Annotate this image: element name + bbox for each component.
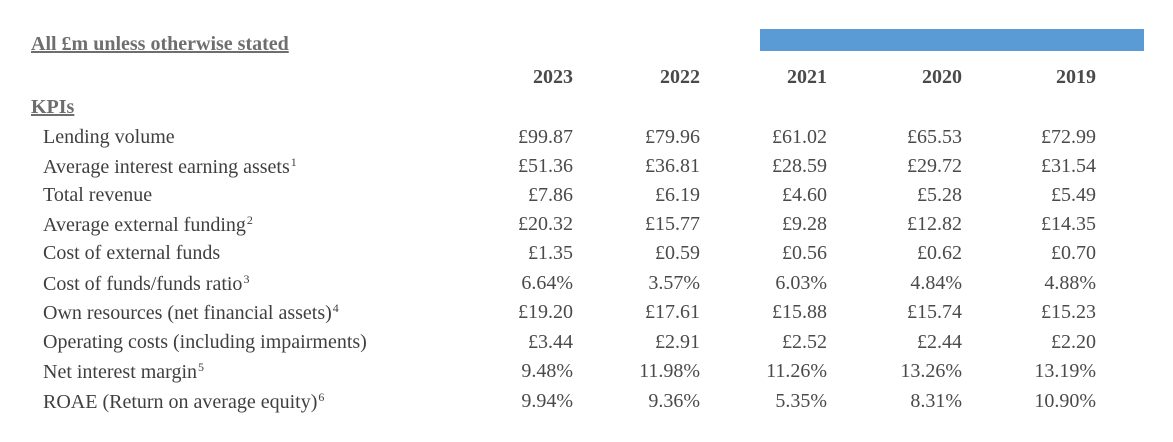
value-cell-2022: £2.91	[655, 331, 700, 353]
table-row: Net interest margin5 9.48% 11.98% 11.26% 13.…	[0, 360, 1173, 389]
value-cell-2021: £9.28	[782, 213, 827, 235]
value-cell-2019: £72.99	[1041, 126, 1096, 148]
table-row: Average external funding2 £20.32 £15.77 £9.…	[0, 213, 1173, 242]
year-header-2021: 2021	[787, 66, 827, 88]
row-label-text: Total revenue	[43, 184, 153, 206]
footnote-marker: 1	[290, 155, 297, 169]
header-accent-bar	[760, 29, 1144, 51]
table-row: ROAE (Return on average equity)6 9.94% 9.3…	[0, 390, 1173, 419]
value-cell-2019: 13.19%	[1034, 360, 1096, 382]
value-cell-2019: £0.70	[1051, 242, 1096, 264]
row-label-text: Cost of funds/funds ratio	[43, 273, 243, 295]
value-cell-2022: 11.98%	[639, 360, 700, 382]
row-label: ROAE (Return on average equity)6	[43, 390, 324, 414]
value-cell-2021: £2.52	[782, 331, 827, 353]
row-label: Total revenue	[43, 184, 152, 207]
value-cell-2022: £17.61	[645, 301, 700, 323]
footnote-marker: 3	[243, 272, 250, 286]
row-label-text: Cost of external funds	[43, 242, 221, 264]
row-label-text: Own resources (net financial assets)	[43, 302, 332, 324]
value-cell-2021: £28.59	[772, 155, 827, 177]
value-cell-2022: £15.77	[645, 213, 700, 235]
row-label-text: Average external funding	[43, 214, 246, 236]
value-cell-2020: £65.53	[907, 126, 962, 148]
row-label: Lending volume	[43, 126, 175, 149]
value-cell-2022: 3.57%	[648, 272, 700, 294]
row-label: Operating costs (including impairments)	[43, 331, 367, 354]
value-cell-2020: 8.31%	[910, 390, 962, 412]
value-cell-2022: £36.81	[645, 155, 700, 177]
row-label: Average external funding2	[43, 213, 253, 237]
value-cell-2020: £2.44	[917, 331, 962, 353]
value-cell-2023: £1.35	[528, 242, 573, 264]
value-cell-2022: £6.19	[655, 184, 700, 206]
row-label: Average interest earning assets1	[43, 155, 297, 179]
year-header-2023: 2023	[533, 66, 573, 88]
row-label: Cost of funds/funds ratio3	[43, 272, 249, 296]
value-cell-2021: 11.26%	[766, 360, 827, 382]
value-cell-2019: £31.54	[1041, 155, 1096, 177]
value-cell-2019: £15.23	[1041, 301, 1096, 323]
year-header-2020: 2020	[922, 66, 962, 88]
value-cell-2020: 13.26%	[900, 360, 962, 382]
row-label-text: Lending volume	[43, 126, 175, 148]
table-row: Cost of external funds £1.35 £0.59 £0.56 £0.…	[0, 242, 1173, 271]
value-cell-2019: 4.88%	[1044, 272, 1096, 294]
value-cell-2022: £0.59	[655, 242, 700, 264]
value-cell-2023: £51.36	[518, 155, 573, 177]
value-cell-2020: £29.72	[907, 155, 962, 177]
value-cell-2021: £0.56	[782, 242, 827, 264]
year-header-2019: 2019	[1056, 66, 1096, 88]
footnote-marker: 4	[332, 301, 339, 315]
value-cell-2019: £14.35	[1041, 213, 1096, 235]
row-label-text: ROAE (Return on average equity)	[43, 391, 318, 413]
table-row: Total revenue £7.86 £6.19 £4.60 £5.28 £5.49	[0, 184, 1173, 213]
value-cell-2023: 6.64%	[521, 272, 573, 294]
value-cell-2020: £5.28	[917, 184, 962, 206]
value-cell-2023: £20.32	[518, 213, 573, 235]
row-label: Cost of external funds	[43, 242, 220, 265]
value-cell-2023: 9.94%	[521, 390, 573, 412]
value-cell-2020: 4.84%	[910, 272, 962, 294]
value-cell-2019: 10.90%	[1034, 390, 1096, 412]
footnote-marker: 2	[246, 213, 253, 227]
section-title-kpis: KPIs	[31, 96, 75, 118]
value-cell-2019: £5.49	[1051, 184, 1096, 206]
table-row: Lending volume £99.87 £79.96 £61.02 £65.53 £7…	[0, 126, 1173, 155]
value-cell-2020: £12.82	[907, 213, 962, 235]
units-note: All £m unless otherwise stated	[31, 33, 289, 55]
row-label-text: Operating costs (including impairments)	[43, 331, 367, 353]
row-label-text: Average interest earning assets	[43, 156, 290, 178]
footnote-marker: 6	[318, 390, 325, 404]
value-cell-2021: 5.35%	[775, 390, 827, 412]
value-cell-2023: £7.86	[528, 184, 573, 206]
value-cell-2023: 9.48%	[521, 360, 573, 382]
value-cell-2023: £3.44	[528, 331, 573, 353]
value-cell-2021: £4.60	[782, 184, 827, 206]
table-row: Own resources (net financial assets)4 £19…	[0, 301, 1173, 330]
row-label: Own resources (net financial assets)4	[43, 301, 339, 325]
row-label-text: Net interest margin	[43, 361, 198, 383]
table-row: Cost of funds/funds ratio3 6.64% 3.57% 6.03…	[0, 272, 1173, 301]
table-row: Operating costs (including impairments) £…	[0, 331, 1173, 360]
value-cell-2022: £79.96	[645, 126, 700, 148]
row-label: Net interest margin5	[43, 360, 204, 384]
value-cell-2022: 9.36%	[648, 390, 700, 412]
value-cell-2021: 6.03%	[775, 272, 827, 294]
value-cell-2019: £2.20	[1051, 331, 1096, 353]
value-cell-2021: £15.88	[772, 301, 827, 323]
table-row: Average interest earning assets1 £51.36 £3…	[0, 155, 1173, 184]
value-cell-2023: £99.87	[518, 126, 573, 148]
footnote-marker: 5	[198, 360, 205, 374]
value-cell-2023: £19.20	[518, 301, 573, 323]
value-cell-2020: £0.62	[917, 242, 962, 264]
value-cell-2021: £61.02	[772, 126, 827, 148]
value-cell-2020: £15.74	[907, 301, 962, 323]
year-header-2022: 2022	[660, 66, 700, 88]
